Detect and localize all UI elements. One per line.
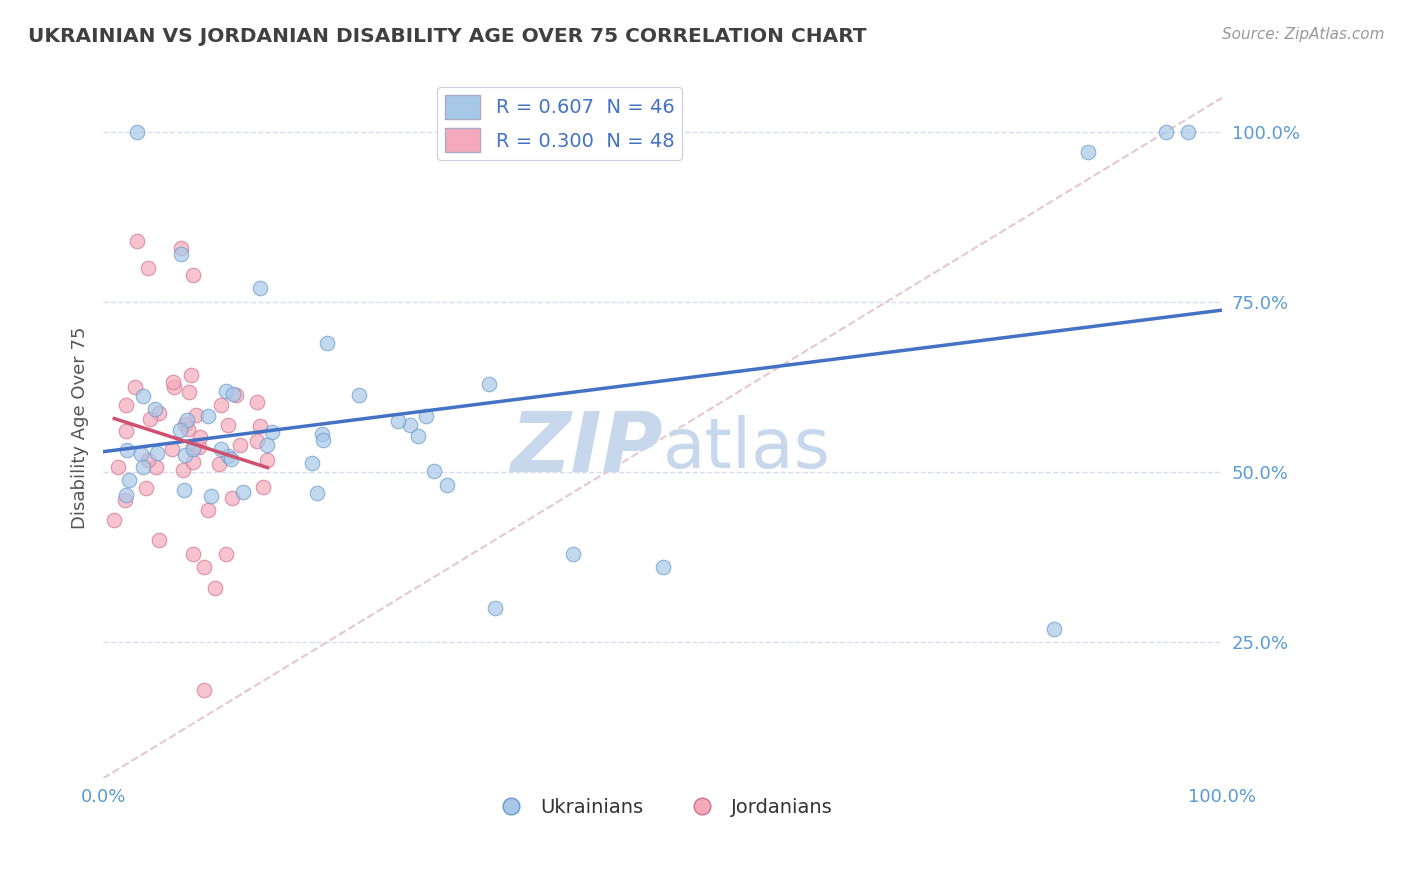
Point xyxy=(125,125,148,139)
Point xyxy=(148,406,170,420)
Text: ZIP: ZIP xyxy=(510,409,662,490)
Legend: Ukrainians, Jordanians: Ukrainians, Jordanians xyxy=(484,790,841,824)
Point xyxy=(176,422,198,436)
Point xyxy=(173,483,195,497)
Point xyxy=(219,451,242,466)
Point xyxy=(246,434,269,448)
Point xyxy=(114,424,136,438)
Point xyxy=(1077,145,1099,160)
Point xyxy=(176,412,198,426)
Point xyxy=(399,418,422,433)
Point xyxy=(484,601,506,615)
Point xyxy=(146,446,169,460)
Point xyxy=(172,463,194,477)
Point xyxy=(180,368,202,383)
Point xyxy=(135,481,157,495)
Point xyxy=(181,440,204,454)
Point xyxy=(124,380,146,394)
Point xyxy=(249,281,271,295)
Point xyxy=(197,503,219,517)
Point xyxy=(208,457,231,471)
Point xyxy=(1154,125,1177,139)
Point xyxy=(406,428,429,442)
Point xyxy=(249,418,271,433)
Point xyxy=(347,388,370,402)
Point xyxy=(232,485,254,500)
Point xyxy=(177,385,200,400)
Point xyxy=(204,581,226,595)
Point xyxy=(301,457,323,471)
Point xyxy=(115,443,138,458)
Point xyxy=(136,260,159,275)
Text: Source: ZipAtlas.com: Source: ZipAtlas.com xyxy=(1222,27,1385,42)
Point xyxy=(107,460,129,475)
Point xyxy=(256,438,278,452)
Point xyxy=(478,376,501,391)
Point xyxy=(225,388,247,402)
Point xyxy=(197,409,219,423)
Point xyxy=(209,442,232,456)
Point xyxy=(229,438,252,452)
Point xyxy=(387,414,409,428)
Point xyxy=(423,464,446,478)
Point xyxy=(181,547,204,561)
Point xyxy=(315,335,337,350)
Point xyxy=(651,560,673,574)
Point xyxy=(252,480,274,494)
Point xyxy=(311,426,333,441)
Point xyxy=(170,241,193,255)
Point xyxy=(103,513,125,527)
Point xyxy=(114,492,136,507)
Text: atlas: atlas xyxy=(662,416,831,483)
Point xyxy=(415,409,437,424)
Point xyxy=(215,547,238,561)
Point xyxy=(132,389,155,403)
Point xyxy=(200,489,222,503)
Point xyxy=(174,448,197,462)
Point xyxy=(1043,622,1066,636)
Point xyxy=(115,398,138,412)
Point xyxy=(221,387,243,401)
Point xyxy=(162,375,184,389)
Point xyxy=(246,394,269,409)
Point xyxy=(163,380,186,394)
Point xyxy=(193,560,215,574)
Point xyxy=(215,384,238,398)
Point xyxy=(221,491,243,505)
Point xyxy=(181,442,204,456)
Point xyxy=(188,429,211,443)
Point xyxy=(170,247,193,261)
Point xyxy=(187,440,209,454)
Point xyxy=(256,452,278,467)
Point xyxy=(217,449,239,463)
Point xyxy=(562,547,585,561)
Text: UKRAINIAN VS JORDANIAN DISABILITY AGE OVER 75 CORRELATION CHART: UKRAINIAN VS JORDANIAN DISABILITY AGE OV… xyxy=(28,27,866,45)
Y-axis label: Disability Age Over 75: Disability Age Over 75 xyxy=(72,326,89,529)
Point xyxy=(186,408,208,422)
Point xyxy=(160,442,183,457)
Point xyxy=(174,417,197,431)
Point xyxy=(181,455,204,469)
Point xyxy=(193,682,215,697)
Point xyxy=(307,486,329,500)
Point xyxy=(169,423,191,437)
Point xyxy=(1177,125,1199,139)
Point xyxy=(143,402,166,417)
Point xyxy=(209,398,232,412)
Point xyxy=(181,268,204,282)
Point xyxy=(139,412,162,426)
Point xyxy=(125,234,148,248)
Point xyxy=(132,459,155,474)
Point xyxy=(436,477,458,491)
Point xyxy=(217,417,239,432)
Point xyxy=(312,433,335,447)
Point xyxy=(136,453,159,467)
Point xyxy=(145,459,167,474)
Point xyxy=(129,447,152,461)
Point xyxy=(118,473,141,487)
Point xyxy=(148,533,170,548)
Point xyxy=(262,425,284,439)
Point xyxy=(114,488,136,502)
